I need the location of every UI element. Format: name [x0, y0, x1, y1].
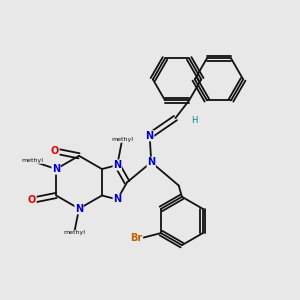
Text: N: N — [147, 157, 155, 167]
Text: Br: Br — [130, 233, 142, 243]
Text: methyl: methyl — [111, 137, 133, 142]
Text: N: N — [113, 194, 121, 205]
Text: N: N — [52, 164, 60, 174]
Text: H: H — [191, 116, 197, 125]
Text: methyl: methyl — [21, 158, 43, 164]
Text: N: N — [113, 160, 121, 170]
Text: methyl: methyl — [63, 230, 85, 236]
Text: N: N — [75, 204, 83, 214]
Text: N: N — [146, 131, 154, 141]
Text: O: O — [51, 146, 59, 156]
Text: O: O — [28, 195, 36, 205]
